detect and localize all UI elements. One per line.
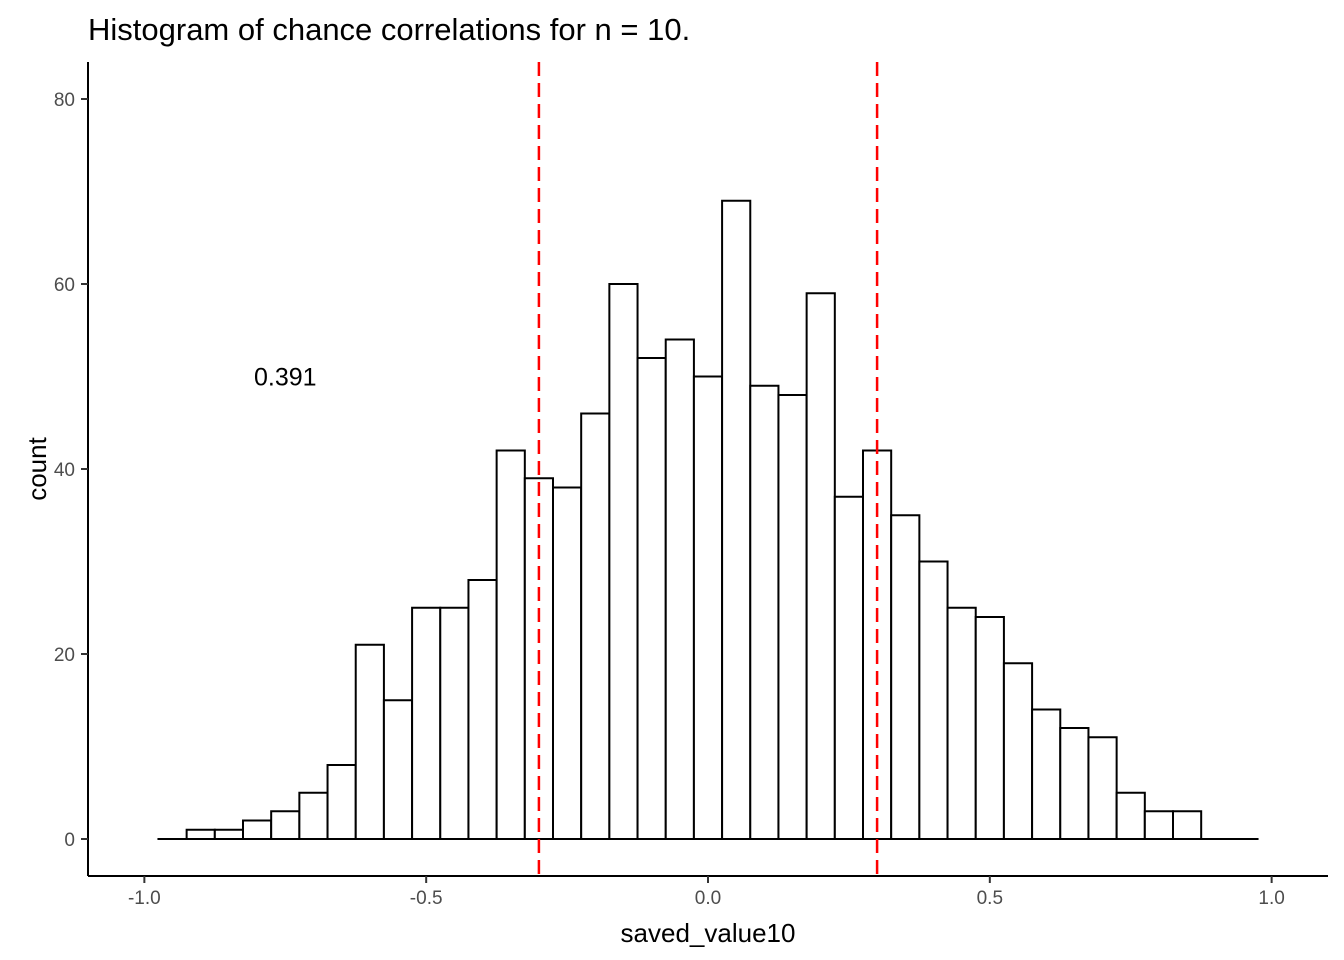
histogram-bar xyxy=(1031,708,1062,840)
histogram-bar xyxy=(495,449,526,840)
histogram-bar xyxy=(721,199,752,840)
histogram-bar xyxy=(1087,736,1118,840)
x-tick-label: -1.0 xyxy=(128,888,161,909)
y-tick-label: 80 xyxy=(54,90,75,111)
histogram-bar xyxy=(1059,727,1090,840)
histogram-bar xyxy=(749,384,780,840)
reference-lines xyxy=(537,62,879,876)
histogram-bar xyxy=(298,791,329,840)
histogram-bar xyxy=(1115,791,1146,840)
histogram-bar xyxy=(213,828,244,840)
y-tick-label: 60 xyxy=(54,275,75,296)
histogram-bar xyxy=(552,486,583,840)
y-tick-label: 0 xyxy=(64,830,75,851)
y-tick-label: 40 xyxy=(54,460,75,481)
y-axis-title: count xyxy=(22,436,52,500)
x-ticks: -1.0 -0.5 0.0 0.5 1.0 xyxy=(128,876,1285,909)
bars-group xyxy=(157,199,1259,841)
histogram-bar xyxy=(411,606,442,840)
x-axis-title: saved_value10 xyxy=(621,918,796,948)
y-tick-label: 20 xyxy=(54,645,75,666)
x-tick-label: 0.0 xyxy=(695,888,721,909)
x-tick-label: 0.5 xyxy=(977,888,1003,909)
x-tick-label: -0.5 xyxy=(410,888,443,909)
histogram-bar xyxy=(1143,810,1175,840)
histogram-bar xyxy=(636,357,667,840)
y-ticks: 0 20 40 60 80 xyxy=(54,90,88,851)
histogram-bar xyxy=(664,338,695,840)
histogram-bar xyxy=(270,810,301,840)
histogram-bar xyxy=(777,394,808,840)
histogram-bar xyxy=(692,375,724,840)
histogram-bar xyxy=(326,764,357,840)
histogram-bar xyxy=(890,514,921,840)
histogram-bar xyxy=(833,495,864,840)
histogram-bar xyxy=(439,606,470,840)
histogram-bar xyxy=(946,606,977,840)
histogram-bar xyxy=(608,283,639,840)
histogram-bar xyxy=(242,819,273,840)
x-tick-label: 1.0 xyxy=(1258,888,1284,909)
histogram-bar xyxy=(1002,662,1034,840)
histogram-bar xyxy=(354,643,385,840)
histogram-bar xyxy=(1172,810,1203,840)
annotation-text: 0.391 xyxy=(254,364,317,392)
histogram-bar xyxy=(918,560,949,840)
histogram-bar xyxy=(382,699,414,840)
histogram-bar xyxy=(580,412,611,840)
histogram-bar xyxy=(805,292,836,840)
histogram-bar xyxy=(185,828,216,840)
histogram-bar xyxy=(974,616,1005,840)
histogram-bar xyxy=(467,579,498,840)
chart-title: Histogram of chance correlations for n =… xyxy=(88,12,690,47)
